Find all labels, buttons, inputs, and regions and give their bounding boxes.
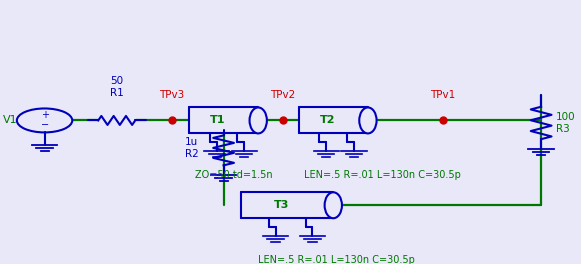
- Text: LEN=.5 R=.01 L=130n C=30.5p: LEN=.5 R=.01 L=130n C=30.5p: [304, 170, 461, 180]
- Text: TPv3: TPv3: [159, 91, 184, 101]
- Ellipse shape: [250, 107, 267, 133]
- Text: 100
R3: 100 R3: [555, 112, 575, 134]
- Text: 50
R1: 50 R1: [110, 76, 124, 98]
- Text: TPv2: TPv2: [270, 91, 296, 101]
- Text: LEN=.5 R=.01 L=130n C=30.5p: LEN=.5 R=.01 L=130n C=30.5p: [258, 255, 415, 264]
- Ellipse shape: [325, 192, 342, 218]
- Text: 1u
R2: 1u R2: [185, 137, 199, 159]
- Text: V1: V1: [2, 115, 17, 125]
- Text: T2: T2: [320, 115, 335, 125]
- Text: +: +: [41, 110, 49, 120]
- Text: ZO=50 td=1.5n: ZO=50 td=1.5n: [195, 170, 272, 180]
- Text: T1: T1: [210, 115, 225, 125]
- Ellipse shape: [359, 107, 376, 133]
- Text: −: −: [41, 120, 49, 130]
- Text: T3: T3: [274, 200, 289, 210]
- Text: TPv1: TPv1: [431, 91, 456, 101]
